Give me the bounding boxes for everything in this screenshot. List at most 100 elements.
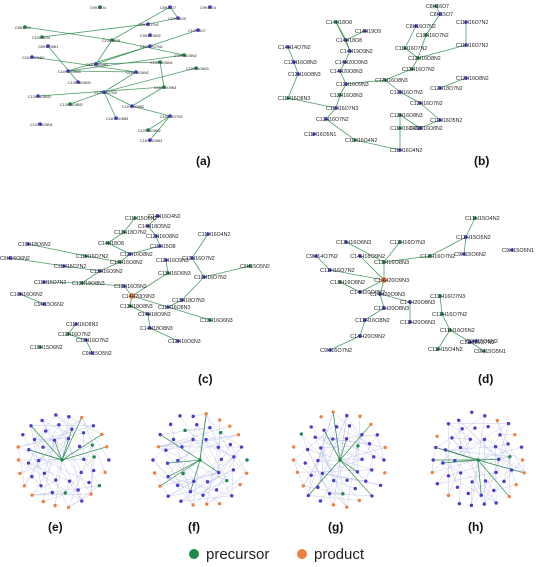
molecule-node — [60, 458, 64, 462]
molecule-node — [301, 484, 306, 488]
molecule-node — [175, 483, 180, 488]
molecule-node — [231, 468, 236, 472]
molecule-node — [79, 470, 83, 475]
molecule-node — [364, 479, 368, 483]
molecule-node — [156, 445, 161, 449]
molecule-label: C8H12O7 — [160, 6, 176, 10]
molecule-node — [331, 503, 336, 507]
edge — [17, 446, 25, 486]
molecule-label: C12H16O8N3 — [288, 72, 321, 78]
molecule-label: C10H15O5 — [168, 17, 186, 21]
edge — [339, 281, 361, 293]
molecule-node — [314, 254, 318, 258]
edge — [107, 242, 131, 255]
panel-label-f: (f) — [188, 520, 200, 534]
legend-product-marker — [297, 549, 307, 559]
molecule-node — [509, 468, 514, 472]
molecule-node — [198, 458, 202, 462]
molecule-node — [286, 45, 290, 49]
edge — [206, 413, 235, 457]
edge — [435, 447, 479, 461]
molecule-node — [464, 76, 468, 80]
edge — [308, 495, 360, 501]
molecule-node — [16, 458, 21, 462]
molecule-node — [482, 437, 487, 442]
edge — [68, 444, 93, 508]
edge — [152, 439, 174, 461]
edge — [159, 472, 219, 487]
molecule-node — [42, 280, 46, 284]
molecule-label: C12H16O7N3 — [390, 90, 423, 96]
molecule-node — [299, 432, 304, 436]
edge — [61, 429, 73, 461]
edge — [24, 440, 55, 486]
molecule-node — [110, 38, 114, 42]
edge — [411, 57, 419, 70]
edge — [54, 440, 63, 461]
molecule-node — [146, 224, 150, 228]
molecule-label: C11H16O7N3 — [326, 106, 358, 112]
molecule-node — [358, 254, 362, 258]
molecule-node — [344, 82, 348, 86]
molecule-node — [316, 458, 320, 463]
edge — [67, 45, 151, 72]
molecule-node — [344, 38, 348, 42]
molecule-node — [382, 306, 386, 310]
molecule-label: C11H16O5N2 — [430, 118, 462, 124]
edge — [293, 459, 312, 476]
molecule-label: C12H16O7N2 — [432, 312, 467, 318]
molecule-label: C12H16O7N2 — [410, 101, 443, 107]
edge — [165, 439, 194, 451]
molecule-node — [506, 421, 511, 426]
molecule-label: C12H16O9N3 — [336, 82, 369, 88]
molecule-label: C12H16O6N3 — [168, 339, 201, 345]
edge — [461, 428, 482, 496]
molecule-label: C14H20O9N3 — [374, 278, 409, 284]
edge — [468, 469, 512, 494]
edge — [95, 61, 161, 65]
edge — [154, 472, 169, 497]
molecule-node — [328, 268, 332, 272]
molecule-node — [146, 22, 150, 26]
molecule-label: C11H16O4N2 — [390, 148, 422, 154]
molecule-label: C10H15O6N2 — [150, 61, 173, 65]
edge — [469, 341, 485, 352]
edge — [30, 425, 63, 461]
edge — [419, 102, 441, 121]
panel-h-network — [430, 410, 526, 508]
edge — [293, 61, 299, 75]
molecule-node — [468, 437, 473, 441]
edge — [32, 492, 66, 496]
molecule-node — [476, 458, 480, 462]
molecule-node — [80, 281, 84, 285]
edge — [111, 6, 171, 41]
edge — [61, 417, 83, 461]
edge — [147, 313, 151, 329]
edge — [159, 434, 201, 461]
edge — [332, 434, 378, 440]
molecule-label: C14H18O9N2 — [350, 254, 385, 260]
molecule-node — [398, 148, 402, 152]
molecule-node — [436, 347, 440, 351]
edge — [184, 430, 234, 458]
legend-precursor-label: precursor — [206, 546, 269, 563]
molecule-node — [370, 494, 374, 498]
edge — [177, 460, 208, 483]
molecule-label: C9H15O6N2 — [34, 302, 64, 308]
molecule-node — [8, 256, 12, 260]
edge — [339, 70, 347, 85]
edge — [346, 434, 363, 481]
molecule-node — [453, 458, 457, 463]
edge — [149, 115, 171, 141]
edge — [325, 107, 337, 120]
molecule-node — [97, 483, 102, 488]
molecule-node — [162, 85, 166, 89]
edge — [81, 270, 101, 284]
molecule-node — [37, 458, 41, 463]
molecule-node — [122, 284, 126, 288]
molecule-node — [383, 445, 388, 450]
edge — [417, 44, 467, 59]
edge — [28, 449, 63, 461]
molecule-label: C12H16O8N1 — [30, 123, 53, 127]
edge — [167, 299, 183, 308]
